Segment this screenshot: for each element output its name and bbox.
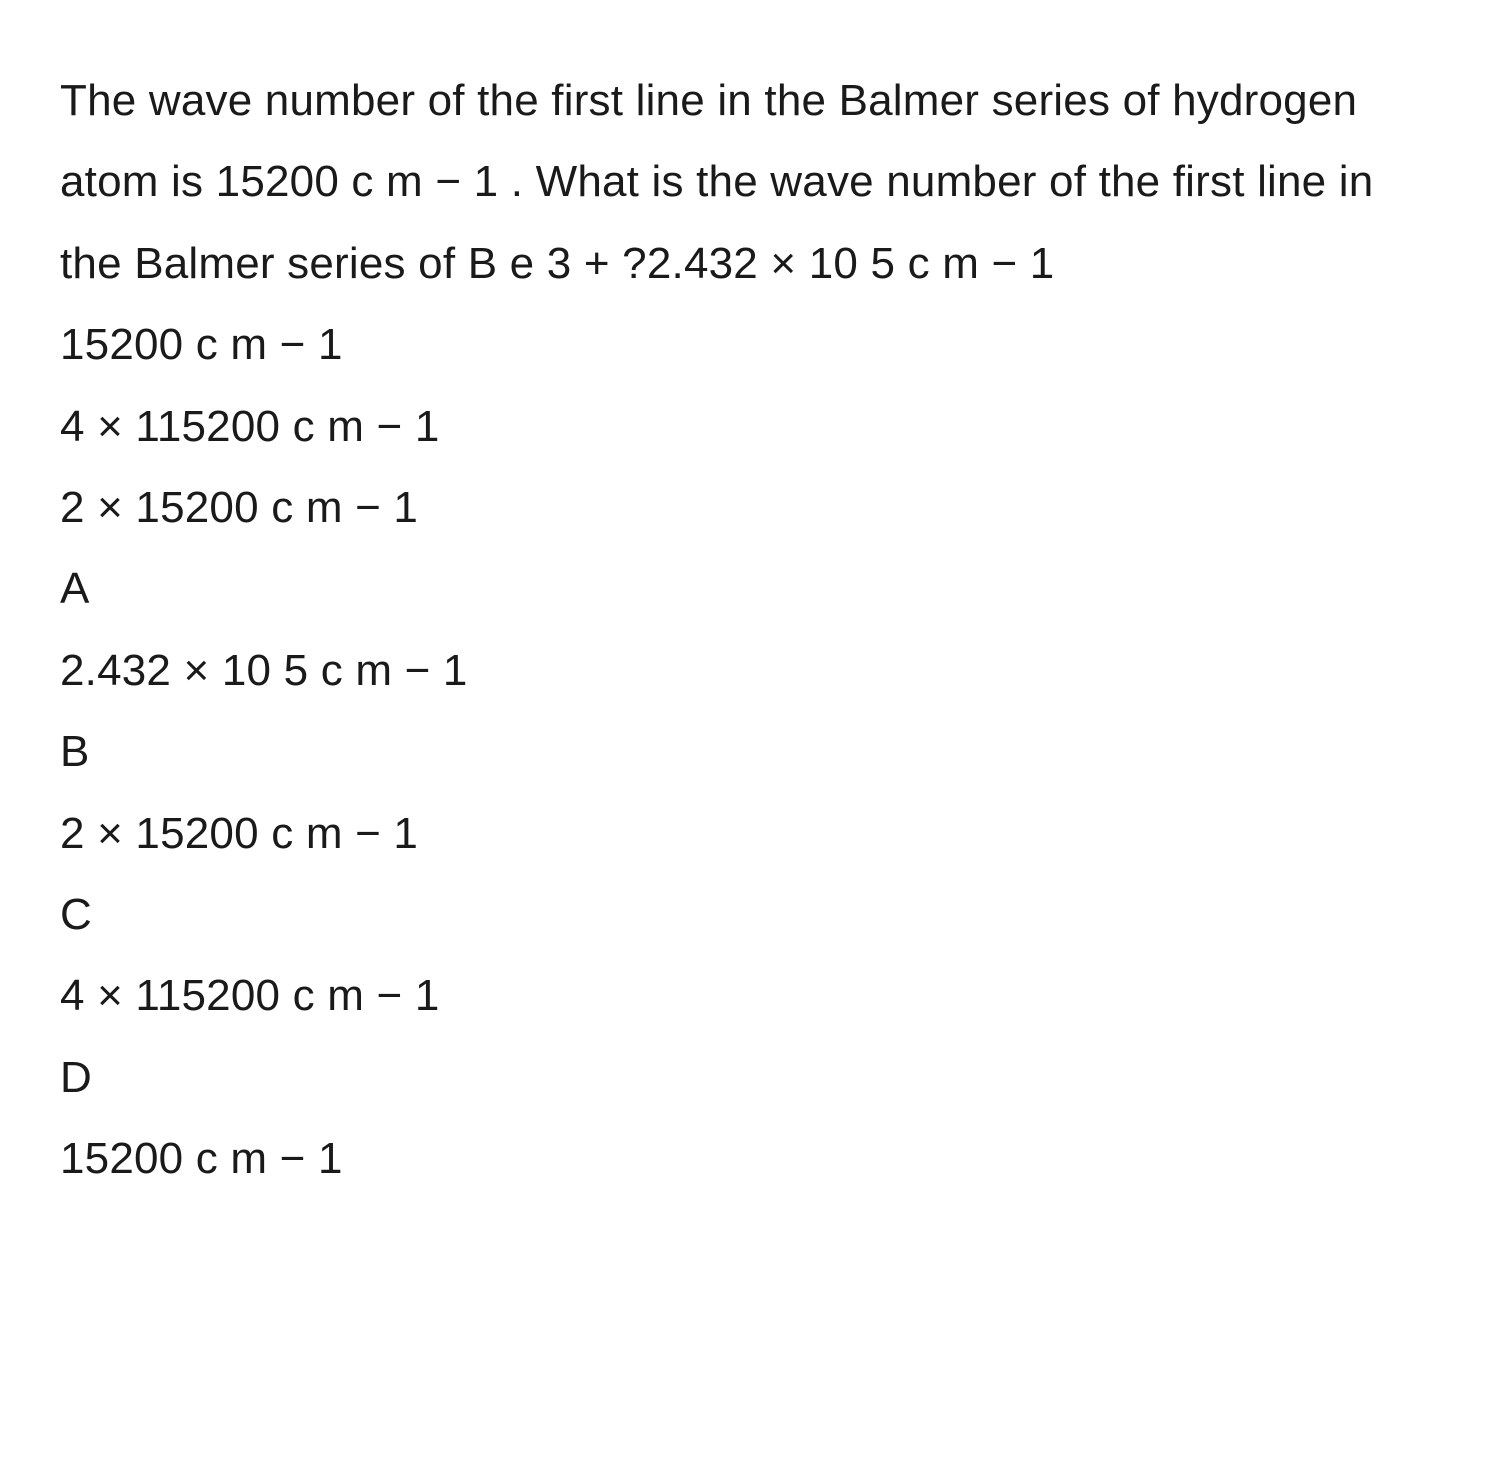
stem-line-3: 2 × 15200 c m − 1 [60,467,1440,548]
option-c-letter: C [60,874,1440,955]
option-b-letter: B [60,711,1440,792]
option-a-letter: A [60,548,1440,629]
page-container: The wave number of the first line in the… [0,0,1500,1239]
stem-line-2: 4 × 115200 c m − 1 [60,386,1440,467]
option-c-text: 4 × 115200 c m − 1 [60,955,1440,1036]
question-text: The wave number of the first line in the… [60,60,1440,304]
option-d-text: 15200 c m − 1 [60,1118,1440,1199]
option-d-letter: D [60,1037,1440,1118]
stem-line-1: 15200 c m − 1 [60,304,1440,385]
option-b-text: 2 × 15200 c m − 1 [60,793,1440,874]
option-a-text: 2.432 × 10 5 c m − 1 [60,630,1440,711]
